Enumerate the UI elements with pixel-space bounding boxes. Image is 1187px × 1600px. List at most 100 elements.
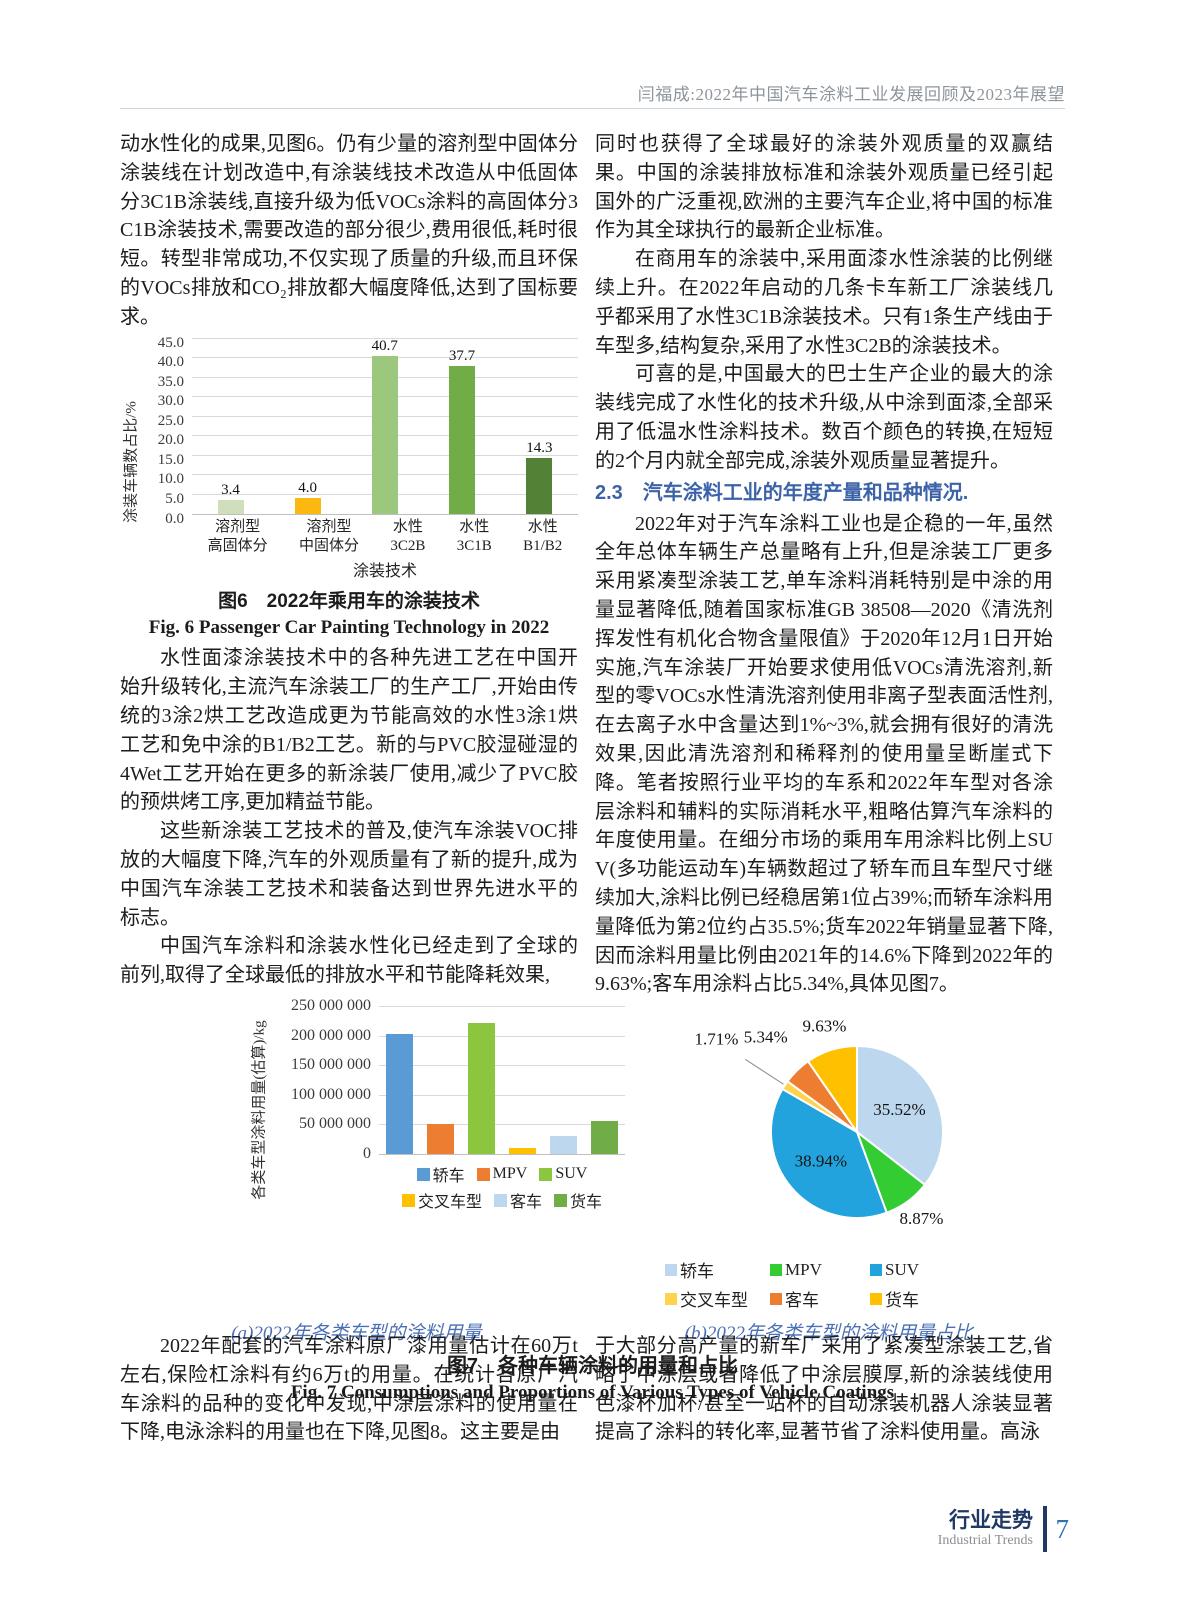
legend-label: 客车 <box>785 1291 819 1310</box>
bar-cell: 3.4 <box>217 338 244 514</box>
paragraph: 于大部分高产量的新车厂采用了紧凑型涂装工艺,省略了中涂层或者降低了中涂层膜厚,新… <box>595 1335 1053 1444</box>
bar-cell: 14.3 <box>526 338 552 514</box>
legend-label: 轿车 <box>680 1262 714 1281</box>
bar-溶剂型-中固体分 <box>294 497 321 514</box>
legend-swatch <box>665 1292 677 1305</box>
bottom-left-column: 2022年配套的汽车涂料原厂漆用量估计在60万t左右,保险杠涂料有约6万t的用量… <box>120 1332 578 1447</box>
legend-swatch <box>665 1263 677 1276</box>
gridline <box>379 1006 625 1007</box>
bar-value-label: 4.0 <box>298 479 317 496</box>
legend-label: 货车 <box>570 1194 603 1211</box>
y-tick-label: 10.0 <box>157 471 184 488</box>
y-tick-label: 0 <box>363 1145 371 1162</box>
bar-cell: 37.7 <box>449 338 475 514</box>
bar-cell <box>427 1006 454 1154</box>
category-label: 水性 B1/B2 <box>523 518 562 556</box>
paragraph: 中国汽车涂料和涂装水性化已经走到了全球的前列,取得了全球最低的排放水平和节能降耗… <box>120 935 578 987</box>
legend-item: MPV <box>770 1257 870 1282</box>
pie: 35.52% 8.87% 38.94% 1.71% 5.34% 9.63% <box>694 1017 944 1228</box>
paragraph: 可喜的是,中国最大的巴士生产企业的最大的涂装线完成了水性化的技术升级,从中涂到面… <box>595 363 1053 472</box>
bar-交叉车型 <box>509 1148 536 1154</box>
legend-label: 轿车 <box>432 1168 465 1185</box>
legend-item: 轿车 <box>416 1162 465 1186</box>
y-axis-title-text: 各类车型涂料用量(估算)/kg <box>251 1020 268 1200</box>
category-label: 水性 3C1B <box>457 518 492 556</box>
section-heading-2-3: 2.3 汽车涂料工业的年度产量和品种情况. <box>595 481 969 504</box>
chart-area: 250 000 000 200 000 000 150 000 000 100 000… <box>271 997 625 1214</box>
bar-value-label: 37.7 <box>448 348 476 365</box>
y-axis-title-text: 涂装车辆数占比/% <box>123 401 140 523</box>
legend-item: 交叉车型 <box>401 1188 482 1212</box>
paragraph: 水性面漆涂装技术中的各种先进工艺在中国开始升级转化,主流汽车涂装工厂的生产工厂,… <box>120 647 578 814</box>
footer-label-en: Industrial Trends <box>937 1533 1033 1548</box>
gridline <box>379 1154 625 1155</box>
bars: 3.4 4.0 40.7 37.7 14.3 <box>192 338 578 514</box>
category-label: 溶剂型 高固体分 <box>208 518 268 556</box>
bar-水性-B1/B2 <box>526 457 553 514</box>
bar-水性-3C2B <box>371 355 398 514</box>
paragraph: 在商用车的涂装中,采用面漆水性涂装的比例继续上升。在2022年启动的几条卡车新工… <box>595 248 1053 357</box>
bar-SUV <box>468 1022 495 1154</box>
pie-slice-货车 <box>807 1045 858 1133</box>
y-tick-label: 100 000 000 <box>291 1085 371 1103</box>
y-tick-label: 5.0 <box>165 491 184 508</box>
y-tick-label: 150 000 000 <box>291 1056 371 1074</box>
y-tick-label: 250 000 000 <box>291 997 371 1014</box>
figure7b: 35.52% 8.87% 38.94% 1.71% 5.34% 9.63% 轿车 MPV SUV… <box>625 1006 1065 1311</box>
gridline <box>379 1094 625 1096</box>
legend-label: 货车 <box>885 1291 919 1310</box>
y-tick-label: 20.0 <box>157 432 184 449</box>
figure6: 涂装车辆数占比/% 45.0 40.0 35.0 30.0 25.0 20.0 15.0 10.… <box>120 335 578 641</box>
paragraph: 动水性化的成果,见图6。仍有少量的溶剂型中固体分涂装线在计划改造中,有涂装线技术… <box>120 133 578 328</box>
gridline <box>192 337 578 339</box>
pie-slice-label: 35.52% <box>873 1100 925 1119</box>
fig7a-bar-chart: 各类车型涂料用量(估算)/kg 250 000 000 200 000 000 150… <box>245 997 625 1214</box>
chart-legend: 轿车 MPV SUV 交叉车型 客车 货车 <box>379 1162 625 1214</box>
figure7a: 各类车型涂料用量(估算)/kg 250 000 000 200 000 000 150… <box>120 997 625 1311</box>
fig7a-caption: (a)2022年各类车型的涂料用量 <box>231 1323 482 1344</box>
legend-item: 客车 <box>493 1188 542 1212</box>
gridline <box>192 513 578 515</box>
pie-legend: 轿车 MPV SUV 交叉车型 客车 货车 <box>665 1257 1025 1311</box>
category-label-line: 3C1B <box>456 537 492 554</box>
bar-溶剂型-高固体分 <box>217 500 244 514</box>
legend-item: MPV <box>476 1162 527 1186</box>
figure7-subcaptions: (a)2022年各类车型的涂料用量 (b)2022年各类车型的涂料用量占比 <box>120 1321 1065 1347</box>
y-tick-label: 15.0 <box>157 451 184 468</box>
legend-item: 客车 <box>770 1286 870 1311</box>
category-label-line: 中固体分 <box>299 537 360 554</box>
gridline <box>379 1035 625 1037</box>
legend-swatch <box>493 1193 507 1207</box>
paragraph: 同时也获得了全球最好的涂装外观质量的双赢结果。中国的涂装排放标准和涂装外观质量已… <box>595 133 1053 242</box>
legend-label: SUV <box>555 1165 588 1182</box>
running-head: 闫福成:2022年中国汽车涂料工业发展回顾及2023年展望 <box>637 85 1065 104</box>
legend-label: 客车 <box>509 1194 542 1211</box>
legend-swatch <box>554 1193 567 1207</box>
legend-label: 交叉车型 <box>417 1194 482 1211</box>
bar-value-label: 14.3 <box>526 439 553 456</box>
legend-swatch <box>416 1167 430 1181</box>
category-label-line: 水性 <box>392 518 423 535</box>
fig6-caption-cn: 图6 2022年乘用车的涂装技术 <box>218 591 480 613</box>
legend-item: 交叉车型 <box>665 1286 770 1311</box>
gridline <box>379 1124 625 1126</box>
footer-divider <box>1043 1506 1047 1552</box>
bar-cell <box>591 1006 618 1154</box>
legend-swatch <box>870 1263 882 1276</box>
legend-item: SUV <box>539 1162 587 1186</box>
bar-cell <box>509 1006 536 1154</box>
figure7: 各类车型涂料用量(估算)/kg 250 000 000 200 000 000 150… <box>120 997 1065 1409</box>
plot-area: 250 000 000 200 000 000 150 000 000 100 000… <box>291 997 625 1162</box>
y-axis-title: 涂装车辆数占比/% <box>120 338 144 587</box>
category-label: 溶剂型 中固体分 <box>299 518 359 556</box>
category-labels: 溶剂型 高固体分 溶剂型 中固体分 水性 3C2B 水性 3C1B 水性 B1/B2 <box>192 518 578 556</box>
paragraph: 这些新涂装工艺技术的普及,使汽车涂装VOC排放的大幅度下降,汽车的外观质量有了新… <box>120 820 578 929</box>
fig6-bar-chart: 涂装车辆数占比/% 45.0 40.0 35.0 30.0 25.0 20.0 15.0 10.… <box>120 335 578 587</box>
y-tick-label: 30.0 <box>157 393 184 410</box>
y-tick-label: 40.0 <box>157 354 184 371</box>
legend-swatch <box>770 1292 782 1305</box>
category-label-line: B1/B2 <box>523 537 563 554</box>
legend-label: MPV <box>785 1259 822 1279</box>
pie-slice-label: 1.71% <box>694 1029 738 1048</box>
